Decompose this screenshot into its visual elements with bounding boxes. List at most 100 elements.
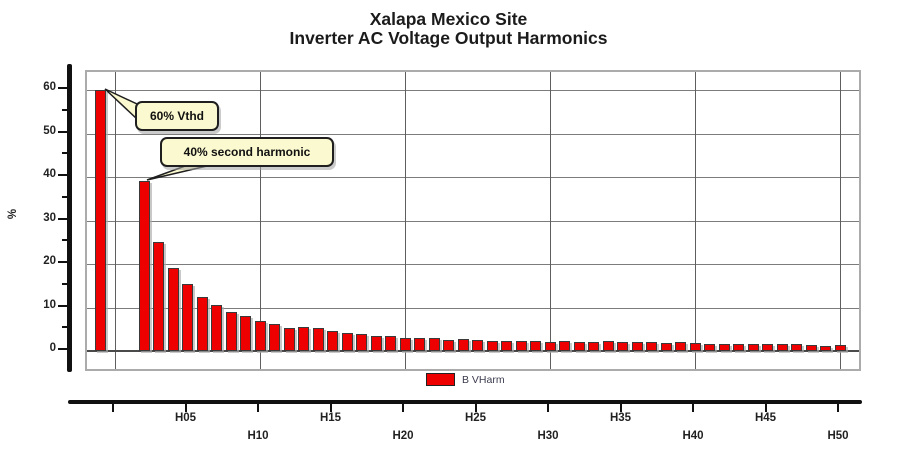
bar-h06 [196,296,208,351]
bar-h34 [602,341,614,351]
bar-h29 [530,341,541,351]
bar-h33 [588,341,599,351]
bar-h36 [631,342,643,351]
bar-h13 [298,326,309,351]
bar-h04 [167,268,179,351]
x-tick-h10 [257,404,259,412]
chart-title: Xalapa Mexico Site Inverter AC Voltage O… [0,10,897,48]
x-tick-h25 [474,404,477,412]
bar-h09 [240,316,251,351]
bar-h25 [472,340,483,351]
x-tick-label-h15: H15 [319,412,342,424]
bar-h38 [660,342,672,351]
bar-h20 [399,337,411,351]
bar-h08 [225,311,237,351]
y-minor-tick-55 [62,108,67,111]
bar-h22 [428,337,440,351]
bar-h46 [776,344,788,351]
bar-h17 [356,334,367,351]
bar-h27 [501,340,512,351]
bar-vthd [95,90,106,351]
v-gridline-h40 [695,72,696,369]
x-tick-label-h05: H05 [174,412,197,424]
bar-h10 [254,320,266,351]
x-tick-label-h50: H50 [827,430,849,442]
y-minor-tick-15 [62,282,67,285]
legend-swatch-red [426,373,455,386]
x-tick-h5 [184,404,187,412]
y-tick-label-10: 10 [43,298,56,311]
y-major-tick-30 [58,217,67,220]
y-minor-tick-5 [62,326,67,329]
h-gridline-10 [87,307,859,309]
x-tick-label-h40: H40 [682,430,704,442]
bar-h40 [689,342,701,351]
bar-h18 [370,336,382,351]
chart-title-line2: Inverter AC Voltage Output Harmonics [289,28,608,48]
x-tick-label-h45: H45 [754,412,777,424]
bar-h16 [341,332,353,351]
bar-h43 [733,343,744,351]
legend: B VHarm [426,373,505,386]
h-gridline-50 [87,133,859,135]
bar-h30 [544,341,556,351]
h-gridline-30 [87,220,859,222]
y-major-tick-50 [58,130,67,133]
bar-h05 [182,283,193,351]
h-gridline-60 [87,90,859,91]
bar-h24 [457,339,469,351]
y-major-tick-0 [58,348,67,350]
x-tick-label-h25: H25 [464,412,487,424]
v-gridline-h0 [115,72,116,369]
callout-vthd-text: 60% Vthd [149,109,204,123]
bar-h41 [704,343,715,351]
y-tick-label-50: 50 [43,124,56,137]
v-gridline-h10 [260,72,261,369]
y-tick-label-60: 60 [43,81,56,93]
y-major-tick-60 [58,87,67,89]
x-axis-line [68,400,862,404]
bar-h19 [385,336,396,351]
x-tick-h35 [619,404,622,412]
v-gridline-h30 [550,72,551,369]
bar-h45 [762,343,773,351]
x-tick-label-h30: H30 [537,430,559,442]
y-major-tick-40 [58,174,67,176]
bar-h49 [820,345,831,351]
bar-h37 [646,342,657,351]
bar-h44 [747,343,759,351]
bar-h42 [718,343,730,351]
callout-second-harmonic: 40% second harmonic [160,137,334,167]
y-tick-label-0: 0 [49,342,56,354]
y-tick-label-30: 30 [43,211,56,224]
legend-series-label: B VHarm [462,373,505,386]
bar-h15 [327,331,338,351]
bar-h14 [312,328,324,351]
x-tick-h0 [112,404,114,412]
h-gridline-40 [87,177,859,178]
bar-h26 [486,340,498,351]
bar-h11 [269,323,280,351]
y-tick-label-40: 40 [43,168,56,180]
h-gridline-20 [87,264,859,265]
bar-h48 [805,344,817,351]
bar-h50 [834,344,846,351]
callout-vthd: 60% Vthd [135,101,219,131]
y-axis-label: % [7,208,20,220]
v-gridline-h50 [840,72,841,369]
bar-h12 [283,327,295,351]
bar-h35 [617,342,628,351]
bar-h23 [443,340,454,351]
callout-second-harmonic-text: 40% second harmonic [183,145,311,159]
bar-h03 [153,242,164,351]
y-minor-tick-45 [62,152,67,155]
x-tick-h40 [692,404,694,412]
x-tick-label-h35: H35 [609,412,632,424]
bar-h32 [573,341,585,351]
y-major-tick-20 [58,261,67,263]
bar-h07 [211,305,222,351]
x-tick-label-h20: H20 [392,430,414,442]
x-tick-label-h10: H10 [247,430,269,442]
chart-title-line1: Xalapa Mexico Site [369,9,528,29]
